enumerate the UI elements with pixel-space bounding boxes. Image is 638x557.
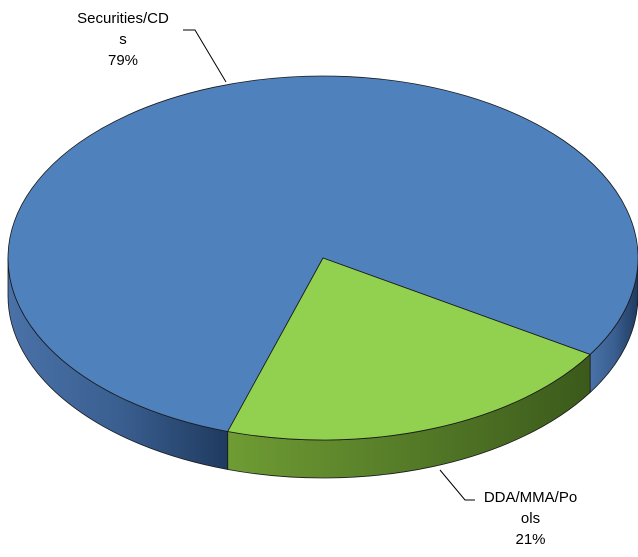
slice	[227, 257, 591, 441]
leader-line	[439, 469, 475, 501]
category-label: DDA/MMA/Pools	[483, 489, 578, 527]
value-label: 79%	[107, 52, 139, 69]
value-label: 21%	[515, 531, 546, 548]
slice-label: DDA/MMA/Pools 21%	[482, 487, 579, 550]
slice-label: Securities/CDs 79%	[75, 8, 171, 71]
category-label: Securities/CDs	[77, 10, 169, 48]
leader-line	[183, 29, 227, 83]
slice	[7, 75, 638, 432]
